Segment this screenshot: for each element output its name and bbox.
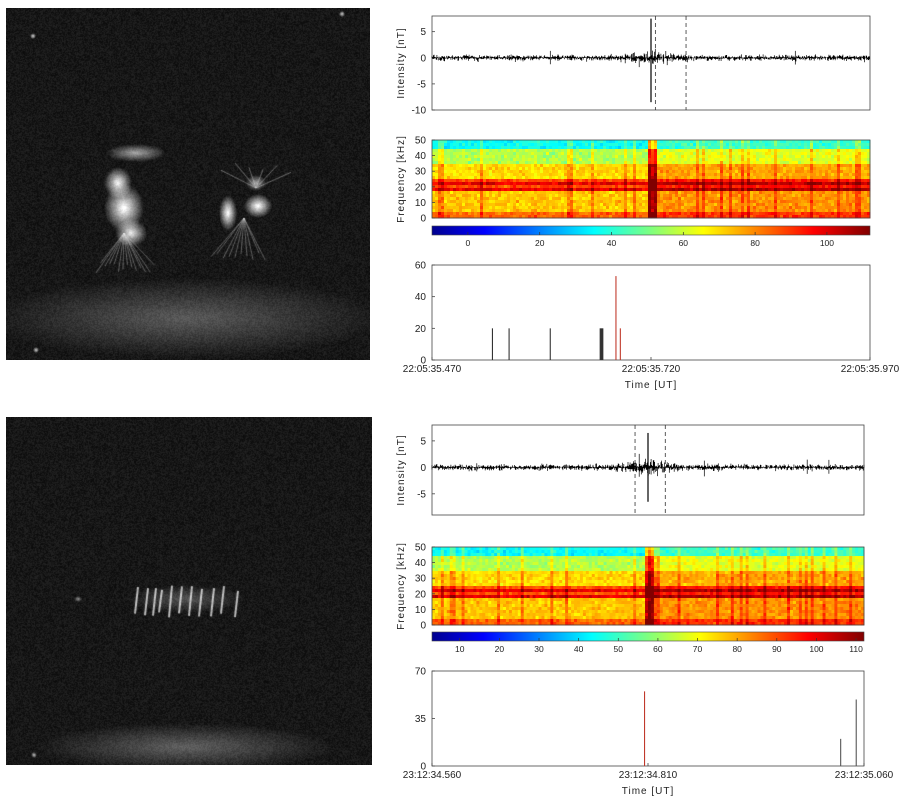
colorbar-tick-label: 60 — [679, 238, 689, 248]
spectrogram-ytick-label: 20 — [415, 182, 427, 193]
sprite-image-top — [6, 8, 370, 360]
colorbar-tick-label: 0 — [466, 238, 471, 248]
spectrogram-ytick-label: 0 — [420, 214, 426, 225]
colorbar-tick-label: 10 — [455, 644, 465, 654]
histogram-axes — [431, 670, 865, 767]
colorbar-tick-label: 60 — [653, 644, 663, 654]
spectrogram-ytick-label: 0 — [420, 621, 426, 632]
colorbar — [431, 225, 871, 236]
waveform-trace — [431, 48, 870, 68]
waveform-ytick-label: 5 — [420, 436, 426, 447]
colorbar-tick-label: 100 — [820, 238, 834, 248]
spectrogram-axes — [431, 139, 871, 219]
spectrogram-ytick-label: 20 — [415, 589, 427, 600]
colorbar-tick-label: 110 — [849, 644, 863, 654]
spectrogram-ytick-label: 40 — [415, 558, 427, 569]
spectrogram-cells — [432, 547, 865, 626]
histogram-ytick-label: 40 — [415, 292, 427, 303]
spectrogram-ytick-label: 10 — [415, 198, 427, 209]
waveform-ytick-label: 5 — [420, 27, 426, 38]
histogram-ytick-label: 70 — [415, 667, 427, 678]
histogram-ytick-label: 35 — [415, 714, 427, 725]
spectrogram-cells — [432, 140, 871, 219]
waveform-ytick-label: -5 — [417, 489, 426, 500]
spectrogram-ytick-label: 50 — [415, 543, 427, 554]
spectrogram-ytick-label: 40 — [415, 151, 427, 162]
waveform-ytick-label: 0 — [420, 53, 426, 64]
spectrogram-axes — [431, 546, 865, 626]
colorbar-tick-label: 20 — [495, 644, 505, 654]
waveform-ytick-label: -5 — [417, 79, 426, 90]
spectrogram-ytick-label: 50 — [415, 136, 427, 147]
waveform-ylabel: Intensity [nT] — [396, 434, 407, 505]
waveform-trace — [431, 453, 865, 477]
colorbar-tick-label: 100 — [809, 644, 823, 654]
waveform-ylabel: Intensity [nT] — [396, 27, 407, 98]
histogram-xtick-label: 23:12:34.560 — [403, 770, 462, 781]
colorbar-tick-label: 80 — [750, 238, 760, 248]
spectrogram-ytick-label: 10 — [415, 605, 427, 616]
sprite-image-bottom-canvas — [6, 417, 372, 765]
colorbar-tick-label: 80 — [732, 644, 742, 654]
colorbar-tick-label: 30 — [534, 644, 544, 654]
histogram-xlabel: Time [UT] — [622, 786, 675, 797]
colorbar-tick-label: 90 — [772, 644, 782, 654]
sprite-image-bottom — [6, 417, 372, 765]
waveform-ytick-label: -10 — [412, 106, 427, 117]
histogram-ytick-label: 20 — [415, 324, 427, 335]
histogram-xtick-label: 22:05:35.470 — [403, 364, 462, 375]
spectrogram-ylabel: Frequency [kHz] — [396, 542, 407, 630]
histogram-xlabel: Time [UT] — [625, 380, 678, 391]
waveform-axes — [431, 424, 865, 516]
colorbar-tick-label: 40 — [607, 238, 617, 248]
histogram-xtick-label: 23:12:35.060 — [835, 770, 894, 781]
histogram-ytick-label: 0 — [420, 356, 426, 367]
spectrogram-ytick-label: 30 — [415, 167, 427, 178]
histogram-ytick-label: 60 — [415, 261, 427, 272]
colorbar-tick-label: 40 — [574, 644, 584, 654]
spectrogram-ylabel: Frequency [kHz] — [396, 135, 407, 223]
waveform-ytick-label: 0 — [420, 463, 426, 474]
colorbar-tick-label: 70 — [693, 644, 703, 654]
histogram-ytick-label: 0 — [420, 762, 426, 773]
spectrogram-ytick-label: 30 — [415, 574, 427, 585]
histogram-axes — [431, 264, 871, 361]
histogram-xtick-label: 22:05:35.720 — [622, 364, 681, 375]
sprite-image-top-canvas — [6, 8, 370, 360]
histogram-xtick-label: 22:05:35.970 — [841, 364, 900, 375]
histogram-xtick-label: 23:12:34.810 — [619, 770, 678, 781]
colorbar-tick-label: 50 — [614, 644, 624, 654]
waveform-axes — [431, 15, 871, 111]
colorbar-tick-label: 20 — [535, 238, 545, 248]
colorbar — [431, 631, 865, 642]
